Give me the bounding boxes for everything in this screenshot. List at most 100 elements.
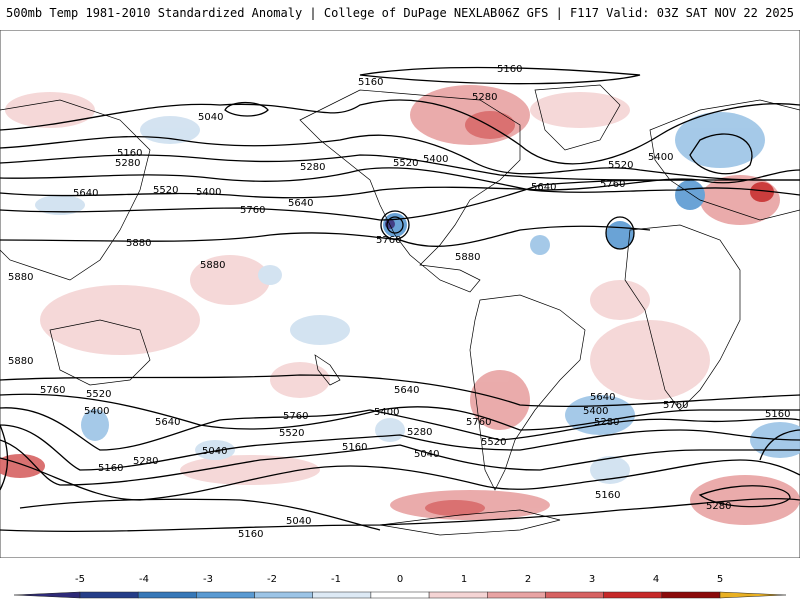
colorbar-tick-label: -5 — [75, 574, 85, 585]
cold-anomaly — [375, 418, 405, 442]
colorbar-tick-label: 1 — [460, 574, 468, 585]
warm-anomaly — [470, 370, 530, 430]
contour-label: 5040 — [198, 112, 223, 123]
colorbar-tick-label: -3 — [203, 574, 213, 585]
contour-line — [0, 99, 800, 165]
greenland-outline — [534, 84, 621, 151]
colorbar-block — [196, 591, 255, 599]
anomaly-shading — [0, 85, 800, 525]
contour-line — [0, 424, 9, 491]
colorbar-block — [487, 591, 546, 599]
cold-anomaly — [35, 195, 85, 215]
contour-line — [0, 393, 800, 431]
contour-label: 5640 — [73, 188, 98, 199]
australia-outline — [49, 319, 151, 386]
height-contours — [0, 66, 800, 533]
warm-anomaly — [0, 454, 45, 478]
contour-label: 5280 — [133, 456, 158, 467]
colorbar-block — [603, 591, 663, 599]
contour-line — [0, 424, 800, 471]
contour-label: 5760 — [240, 205, 265, 216]
contour-label: 5160 — [238, 529, 263, 540]
contour-line — [0, 225, 651, 247]
warm-anomaly — [750, 182, 774, 202]
map-title: 500mb Temp 1981-2010 Standardized Anomal… — [6, 6, 498, 20]
warm-anomaly — [590, 320, 710, 400]
warm-anomaly — [40, 285, 200, 355]
anomaly-map[interactable]: 5160 5040 5160 5280 5400 5520 5640 5760 … — [0, 30, 800, 558]
warm-anomaly — [410, 85, 530, 145]
contour-label: 5400 — [196, 187, 221, 198]
colorbar-block — [137, 591, 197, 599]
cold-anomaly — [530, 235, 550, 255]
contour-line — [0, 169, 800, 199]
contour-label: 5520 — [393, 158, 418, 169]
contour-line — [386, 216, 404, 234]
contour-line — [0, 498, 800, 533]
colorbar-tick-label: 3 — [588, 574, 596, 585]
warm-anomaly — [180, 455, 320, 485]
contour-line — [0, 179, 691, 221]
contour-label: 5280 — [407, 427, 432, 438]
map-panel[interactable]: 5160 5040 5160 5280 5400 5520 5640 5760 … — [0, 30, 800, 558]
contour-line — [605, 216, 635, 250]
colorbar-tick-label: -2 — [267, 574, 277, 585]
contour-label: 5640 — [288, 198, 313, 209]
contour-labels: 5160 5040 5160 5280 5400 5520 5640 5760 … — [8, 64, 790, 540]
contour-label: 5640 — [590, 392, 615, 403]
colorbar-block — [428, 591, 488, 599]
contour-label: 5760 — [376, 235, 401, 246]
header: 500mb Temp 1981-2010 Standardized Anomal… — [0, 0, 800, 30]
antarctica-outline — [379, 509, 561, 536]
contour-label: 5880 — [8, 356, 33, 367]
warm-anomaly — [465, 111, 515, 139]
contour-label: 5880 — [126, 238, 151, 249]
contour-label: 5280 — [300, 162, 325, 173]
contour-label: 5040 — [414, 449, 439, 460]
cold-anomaly — [258, 265, 282, 285]
colorbar-block — [254, 591, 313, 599]
contour-label: 5040 — [286, 516, 311, 527]
contour-label: 5520 — [86, 389, 111, 400]
contour-label: 5280 — [594, 417, 619, 428]
colorbar-block — [312, 591, 372, 599]
nz-outline — [314, 354, 341, 386]
colorbar-low-extend — [13, 591, 81, 599]
contour-label: 5400 — [84, 406, 109, 417]
contour-label: 5160 — [98, 463, 123, 474]
contour-label: 5160 — [342, 442, 367, 453]
contour-label: 5880 — [8, 272, 33, 283]
colorbar-tick-label: -4 — [139, 574, 149, 585]
contour-label: 5520 — [481, 437, 506, 448]
colorbar-block — [79, 591, 139, 599]
colorbar-tick-label: 4 — [652, 574, 660, 585]
contour-label: 5160 — [117, 148, 142, 159]
south-america-outline — [469, 294, 586, 491]
contour-label: 5760 — [40, 385, 65, 396]
contour-label: 5640 — [155, 417, 180, 428]
run-valid-info: 06Z GFS | F117 Valid: 03Z SAT NOV 22 202… — [497, 6, 794, 20]
contour-label: 5520 — [153, 185, 178, 196]
contour-label: 5400 — [374, 407, 399, 418]
cold-anomaly — [195, 440, 235, 460]
contour-line — [698, 485, 791, 508]
colorbar-block — [370, 591, 430, 599]
contour-label: 5760 — [600, 179, 625, 190]
continents — [0, 84, 800, 536]
colorbar-blocks — [13, 591, 787, 599]
contour-label: 5520 — [608, 160, 633, 171]
contour-label: 5880 — [455, 252, 480, 263]
contour-line — [359, 66, 641, 85]
colorbar-tick-label: 0 — [396, 574, 404, 585]
contour-line — [0, 407, 800, 451]
warm-anomaly — [190, 255, 270, 305]
cold-anomaly — [290, 315, 350, 345]
cold-anomaly — [675, 112, 765, 168]
cold-anomaly — [81, 409, 109, 441]
contour-line — [689, 133, 753, 175]
north-america-outline — [299, 89, 521, 293]
colorbar-block — [545, 591, 604, 599]
warm-anomaly — [590, 280, 650, 320]
contour-label: 5280 — [115, 158, 140, 169]
contour-label: 5760 — [466, 417, 491, 428]
